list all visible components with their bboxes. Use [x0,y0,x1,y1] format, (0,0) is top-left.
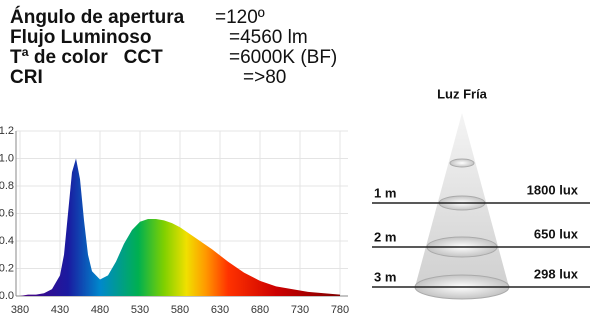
x-tick-label: 380 [11,304,29,316]
x-tick-label: 730 [291,304,309,316]
x-tick-label: 630 [211,304,229,316]
spec-label: CRI [10,67,43,88]
x-tick-label: 580 [171,304,189,316]
level-distance: 1 m [374,185,396,200]
spec-value: =120º [215,7,265,28]
level-lux: 298 lux [534,266,579,281]
x-tick-label: 480 [91,304,109,316]
level-distance: 3 m [374,269,396,284]
y-tick-label: 0.0 [0,290,14,302]
level-lux: 650 lux [534,226,579,241]
y-tick-label: 0.2 [0,262,14,274]
x-tick-label: 780 [331,304,349,316]
spec-value: =>80 [243,67,286,88]
y-tick-label: 0.6 [0,207,14,219]
y-tick-label: 0.4 [0,235,14,247]
y-tick-label: 0.8 [0,180,14,192]
level-distance: 2 m [374,229,396,244]
level-lux: 1800 lux [527,182,579,197]
light-disc [450,159,474,167]
spec-label: Tª de color CCT [10,47,163,68]
x-tick-label: 430 [51,304,69,316]
y-tick-label: 1.0 [0,152,14,164]
page: Ángulo de apertura =120º Flujo Luminoso =45… [0,0,591,316]
spec-value: =4560 lm [229,27,308,48]
cone-title: Luz Fría [437,86,488,101]
spec-value: =6000K (BF) [229,47,337,68]
spec-label: Ángulo de apertura [10,6,185,28]
x-tick-label: 530 [131,304,149,316]
spec-label: Flujo Luminoso [10,27,151,48]
y-tick-label: 1.2 [0,125,14,137]
x-tick-label: 680 [251,304,269,316]
